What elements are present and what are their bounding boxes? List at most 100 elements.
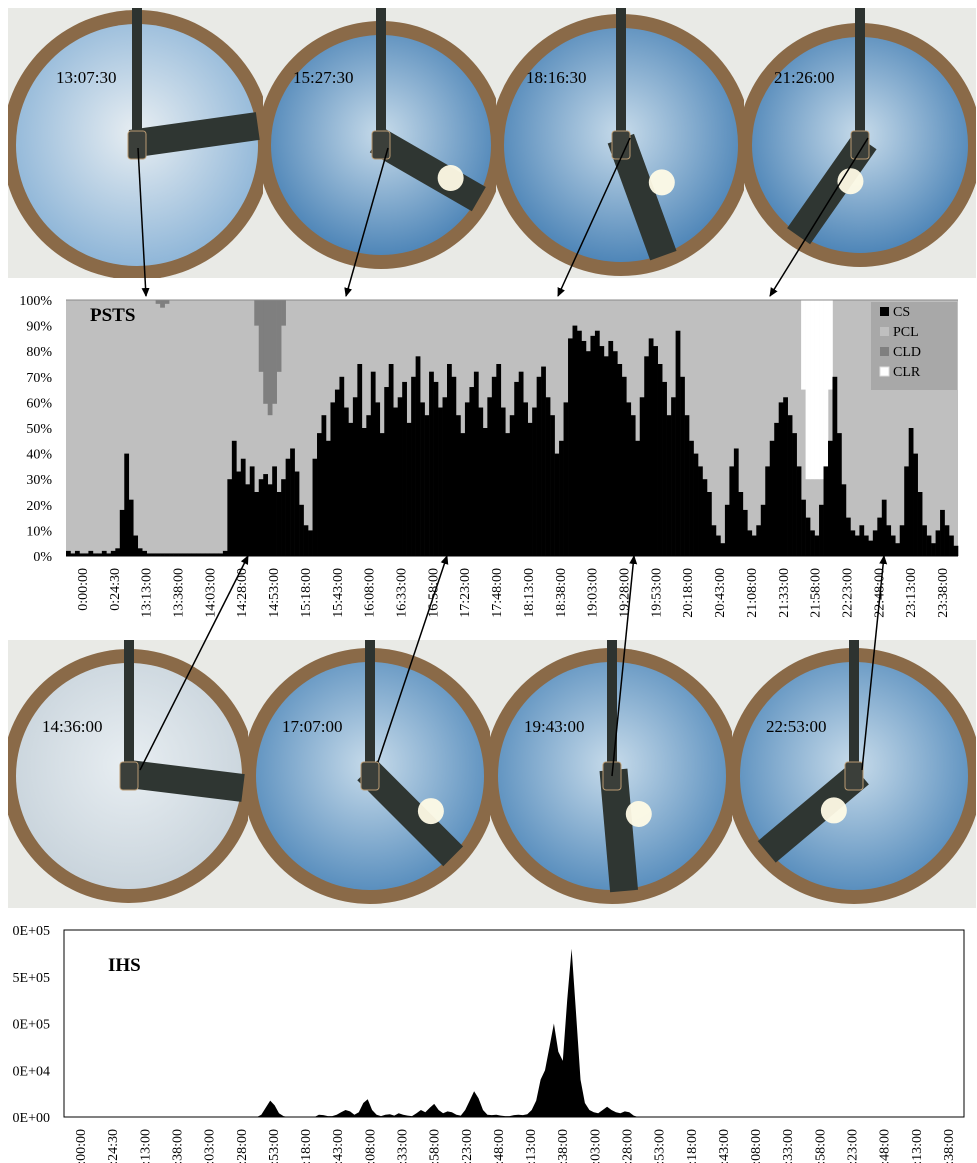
cs-bar [115,548,121,556]
cs-bar [164,553,170,556]
cs-bar [917,492,923,556]
cs-bar [209,553,215,556]
cs-bar [792,433,797,556]
clr-bar [823,300,829,480]
psts-y-tick-label: 90% [26,320,52,335]
cs-bar [88,550,94,556]
cs-bar [747,530,753,556]
ihs-x-tick-label: 0:24:30 [106,1129,121,1163]
cs-bar [200,553,206,556]
psts-chart-title: PSTS [90,305,135,326]
cld-bar [272,300,277,404]
ihs-x-tick-label: 22:48:00 [878,1129,893,1163]
ihs-x-tick-label: 20:43:00 [717,1129,732,1163]
cs-bar [733,448,739,556]
ihs-x-tick-label: 20:18:00 [685,1129,700,1163]
cs-bar [303,525,309,556]
legend-swatch-pcl [880,327,889,336]
cs-bar [836,433,842,556]
ihs-x-tick-label: 15:18:00 [299,1129,314,1163]
cs-bar [576,330,582,556]
photo-timestamp: 13:07:30 [56,68,116,87]
cs-bar [563,402,569,556]
psts-x-tick-label: 18:38:00 [554,568,569,618]
cs-bar [312,458,318,556]
cs-bar [308,530,313,556]
cs-bar [680,376,685,556]
cs-bar [455,415,461,556]
cs-bar [254,492,260,556]
cs-bar [868,540,874,556]
cs-bar [101,550,107,556]
ihs-y-tick-label: 5E+05 [13,971,50,986]
ihs-x-tick-label: 16:58:00 [428,1129,443,1163]
cs-bar [160,553,165,556]
psts-x-tick-label: 21:33:00 [777,568,792,618]
cs-bar [124,453,130,556]
cs-bar [191,553,197,556]
cs-bar [66,550,71,556]
psts-y-tick-label: 30% [26,473,52,488]
ihs-x-tick-label: 21:58:00 [813,1129,828,1163]
cs-bar [706,492,712,556]
cs-bar [698,466,703,556]
psts-x-tick-label: 23:38:00 [936,568,951,618]
cs-bar [639,397,645,556]
cs-bar [814,535,820,556]
photo-timestamp: 22:53:00 [766,717,826,736]
shadow-band-arm [357,640,464,867]
photo-timestamp: 19:43:00 [524,717,584,736]
cs-bar [276,492,282,556]
cs-bar [581,340,587,556]
cld-bar [254,300,260,326]
cs-bar [689,440,694,556]
cs-bar [644,356,650,556]
cs-bar [774,422,780,556]
cs-bar [92,553,98,556]
legend-label-pcl: PCL [893,325,919,340]
cs-bar [715,535,721,556]
cs-bar [321,415,327,556]
psts-y-tick-label: 20% [26,499,52,514]
cs-bar [926,535,932,556]
psts-x-tick-label: 13:13:00 [140,568,155,618]
psts-x-tick-label: 13:38:00 [172,568,187,618]
cs-bar [810,530,815,556]
cs-bar [272,466,277,556]
photo-timestamp: 21:26:00 [774,68,834,87]
cs-bar [536,376,542,556]
cs-bar [908,428,914,556]
cs-bar [290,448,295,556]
cs-bar [222,550,228,556]
ihs-chart-title: IHS [108,955,141,976]
ihs-x-tick-label: 19:03:00 [588,1129,603,1163]
cs-bar [227,479,233,556]
psts-x-tick-label: 16:08:00 [363,568,378,618]
cs-bar [137,548,143,556]
cs-bar [195,553,201,556]
cs-bar [325,440,331,556]
cs-bar [724,504,730,556]
cs-bar [258,479,264,556]
psts-y-tick-label: 100% [19,294,52,309]
ihs-y-tick-label: 0E+04 [13,1064,50,1079]
cs-bar [675,330,681,556]
psts-x-tick-label: 19:03:00 [586,568,601,618]
cs-bar [532,407,537,556]
psts-x-tick-label: 17:48:00 [490,568,505,618]
cs-bar [281,479,286,556]
ihs-x-tick-label: 0:00:00 [74,1129,89,1163]
sky-photo-6: 17:07:00 [248,640,492,908]
cs-bar [411,376,416,556]
psts-x-tick-label: 20:43:00 [713,568,728,618]
cs-bar [550,415,555,556]
cs-bar [424,415,430,556]
ihs-x-tick-label: 14:53:00 [267,1129,282,1163]
cs-bar [352,397,358,556]
cs-bar [648,338,654,556]
clr-bar [810,300,815,480]
cs-bar [881,499,887,556]
shadow-band-arm [757,640,869,863]
ihs-y-tick-label: 0E+05 [13,924,50,939]
ihs-x-tick-label: 16:33:00 [396,1129,411,1163]
